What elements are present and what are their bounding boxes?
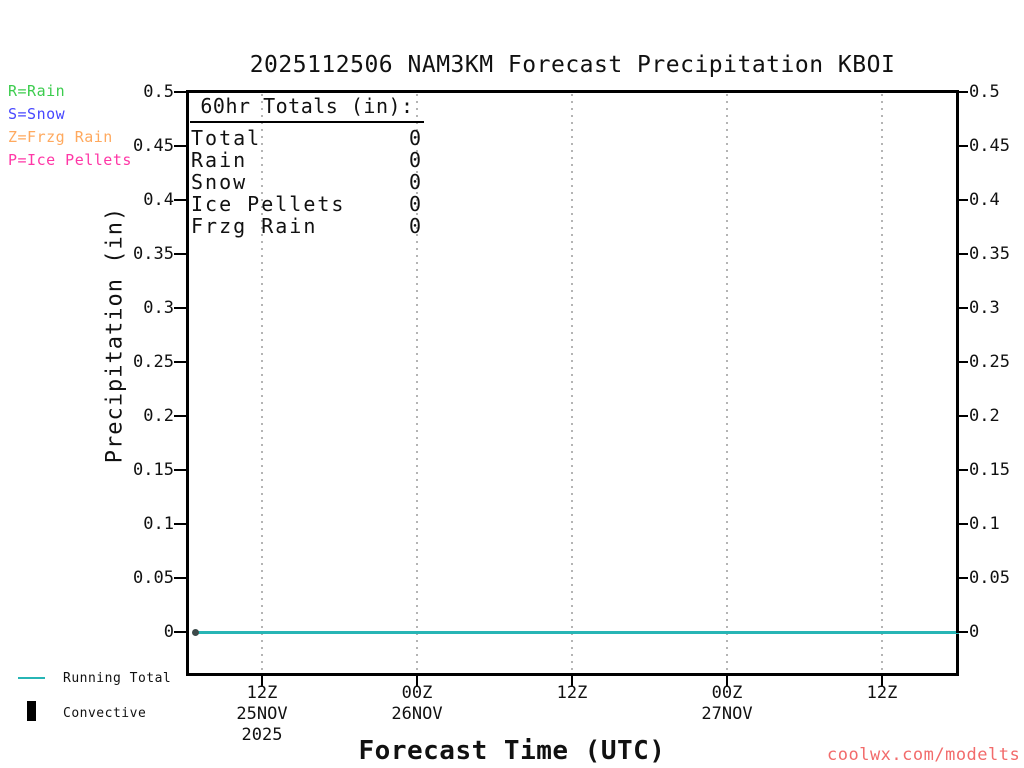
- vertical-gridline: [726, 94, 728, 673]
- series-legend-label: Running Total: [63, 671, 172, 686]
- totals-row: Snow 0: [191, 170, 421, 194]
- type-legend-item: R=Rain: [8, 82, 66, 100]
- totals-row: Frzg Rain 0: [191, 214, 421, 238]
- y-tick-label-right: 0.5: [969, 82, 1000, 102]
- y-tick-mark-right: [956, 145, 968, 147]
- series-legend-label: Convective: [63, 706, 147, 721]
- watermark-url: coolwx.com/modelts: [827, 745, 1021, 765]
- y-tick-label-right: 0.25: [969, 352, 1010, 372]
- x-tick-mark: [726, 676, 728, 687]
- y-tick-label-left: 0: [163, 622, 174, 642]
- y-tick-label-left: 0.05: [133, 568, 174, 588]
- totals-row: Ice Pellets 0: [191, 192, 421, 216]
- vertical-gridline: [416, 94, 418, 673]
- y-tick-label-right: 0.35: [969, 244, 1010, 264]
- y-tick-mark-left: [174, 199, 186, 201]
- y-tick-label-left: 0.25: [133, 352, 174, 372]
- vertical-gridline: [881, 94, 883, 673]
- y-tick-mark-right: [956, 253, 968, 255]
- precip-type-legend: R=Rain S=Snow Z=Frzg Rain P=Ice Pellets: [8, 82, 132, 174]
- x-tick-label: 00Z 27NOV: [701, 683, 753, 724]
- y-tick-mark-left: [174, 577, 186, 579]
- y-tick-label-left: 0.1: [143, 514, 174, 534]
- running-total-start-dot: [192, 629, 199, 636]
- x-tick-mark: [571, 676, 573, 687]
- y-tick-mark-right: [956, 415, 968, 417]
- y-tick-mark-left: [174, 631, 186, 633]
- y-tick-label-left: 0.2: [143, 406, 174, 426]
- y-tick-mark-left: [174, 469, 186, 471]
- plot-area: [186, 90, 959, 676]
- totals-row: Rain 0: [191, 148, 421, 172]
- chart-title: 2025112506 NAM3KM Forecast Precipitation…: [249, 52, 896, 78]
- y-tick-mark-left: [174, 145, 186, 147]
- x-tick-label: 12Z: [866, 683, 898, 703]
- y-tick-mark-left: [174, 523, 186, 525]
- x-tick-label: 12Z: [556, 683, 588, 703]
- convective-swatch-bar: [27, 701, 36, 721]
- y-tick-mark-right: [956, 361, 968, 363]
- y-tick-mark-left: [174, 415, 186, 417]
- y-tick-mark-right: [956, 199, 968, 201]
- running-total-swatch-line: [18, 677, 45, 679]
- totals-box-heading: 60hr Totals (in):: [190, 94, 424, 123]
- y-tick-label-left: 0.15: [133, 460, 174, 480]
- y-tick-mark-left: [174, 361, 186, 363]
- x-tick-mark: [881, 676, 883, 687]
- y-tick-label-right: 0.15: [969, 460, 1010, 480]
- x-tick-mark: [261, 676, 263, 687]
- vertical-gridline: [571, 94, 573, 673]
- y-tick-label-right: 0.45: [969, 136, 1010, 156]
- type-legend-item: P=Ice Pellets: [8, 151, 132, 169]
- y-tick-label-left: 0.3: [143, 298, 174, 318]
- x-tick-label: 00Z 26NOV: [391, 683, 443, 724]
- running-total-line: [195, 631, 959, 634]
- y-tick-mark-left: [174, 307, 186, 309]
- y-tick-mark-left: [174, 91, 186, 93]
- y-tick-label-left: 0.4: [143, 190, 174, 210]
- y-tick-label-right: 0.4: [969, 190, 1000, 210]
- x-tick-mark: [416, 676, 418, 687]
- y-tick-label-left: 0.45: [133, 136, 174, 156]
- x-tick-label: 12Z 25NOV 2025: [236, 683, 288, 745]
- type-legend-item: Z=Frzg Rain: [8, 128, 113, 146]
- y-tick-mark-right: [956, 523, 968, 525]
- x-axis-label: Forecast Time (UTC): [358, 736, 666, 766]
- type-legend-item: S=Snow: [8, 105, 66, 123]
- y-tick-label-left: 0.35: [133, 244, 174, 264]
- y-tick-mark-left: [174, 253, 186, 255]
- y-tick-mark-right: [956, 469, 968, 471]
- y-tick-mark-right: [956, 577, 968, 579]
- y-tick-label-right: 0.05: [969, 568, 1010, 588]
- y-tick-mark-right: [956, 631, 968, 633]
- vertical-gridline: [261, 94, 263, 673]
- y-tick-label-right: 0.1: [969, 514, 1000, 534]
- totals-row: Total 0: [191, 126, 421, 150]
- y-tick-mark-right: [956, 307, 968, 309]
- y-tick-mark-right: [956, 91, 968, 93]
- y-tick-label-right: 0.3: [969, 298, 1000, 318]
- totals-box: Total 0 Rain 0 Snow 0 Ice Pellets 0 Frzg Rain 0: [191, 126, 421, 238]
- y-tick-label-right: 0: [969, 622, 980, 642]
- y-tick-label-left: 0.5: [143, 82, 174, 102]
- y-tick-label-right: 0.2: [969, 406, 1000, 426]
